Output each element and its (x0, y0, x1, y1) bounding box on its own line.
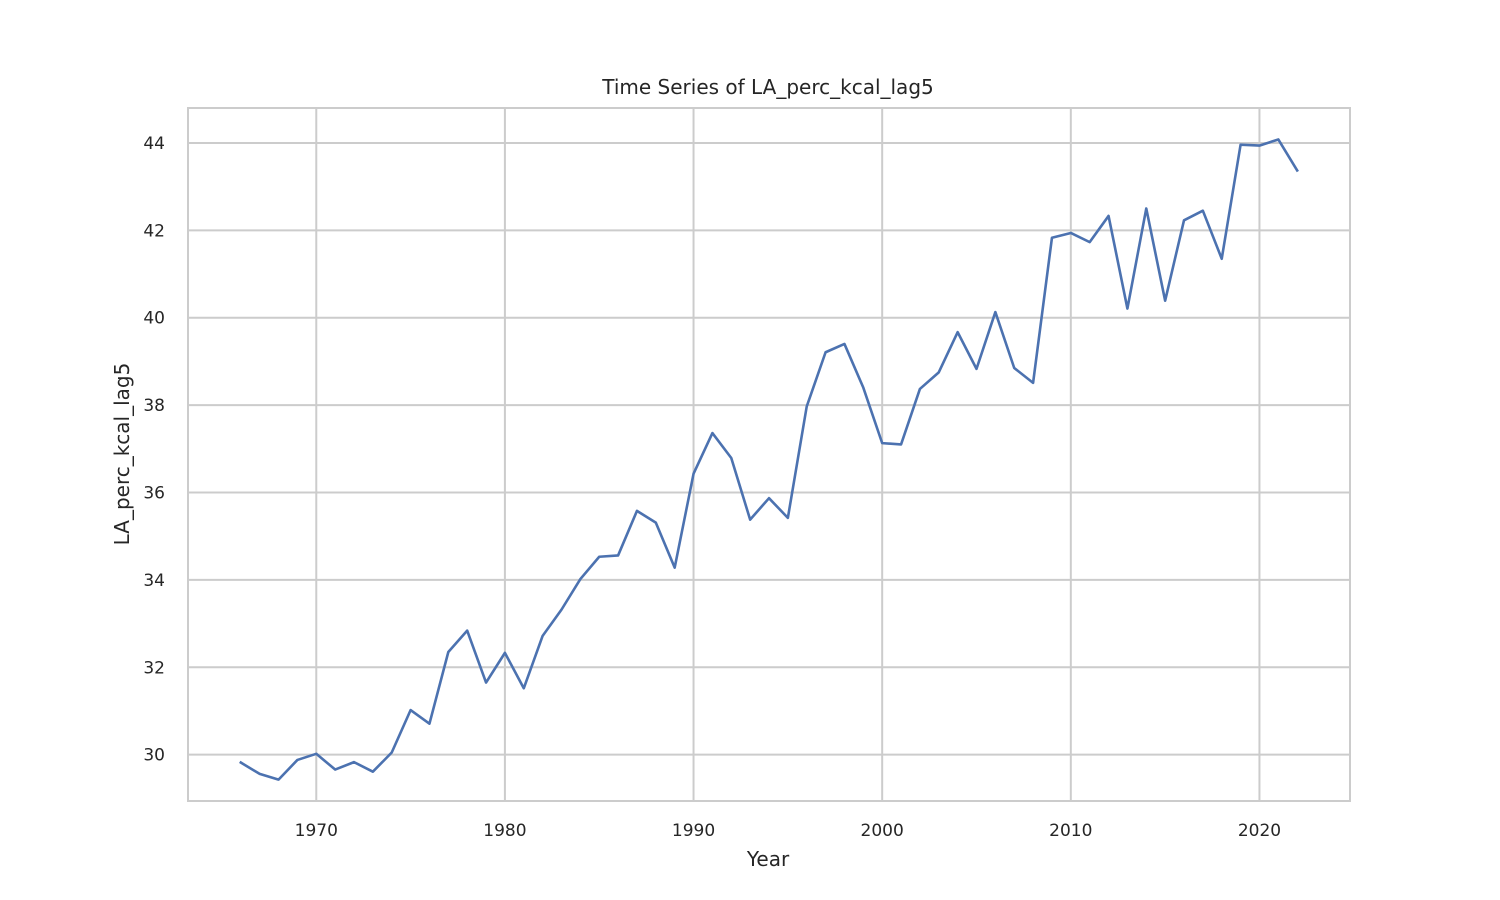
x-tick-label: 2010 (1049, 821, 1092, 841)
plot-area-frame (187, 107, 1351, 802)
grid-lines (188, 108, 1350, 801)
y-tick-label: 38 (143, 396, 165, 416)
y-tick-label: 40 (143, 309, 165, 329)
y-axis-label: LA_perc_kcal_lag5 (110, 363, 134, 546)
y-tick-label: 34 (143, 571, 165, 591)
x-tick-label: 1970 (295, 821, 338, 841)
series-line (239, 138, 1299, 781)
series-layer (239, 138, 1299, 781)
y-axis-ticks: 30 32 34 36 38 40 42 44 (143, 134, 165, 766)
y-tick-label: 42 (143, 221, 165, 241)
y-tick-label: 44 (143, 134, 165, 154)
chart-title: Time Series of LA_perc_kcal_lag5 (601, 75, 933, 99)
y-tick-label: 32 (143, 658, 165, 678)
x-tick-label: 2020 (1238, 821, 1281, 841)
x-axis-label: Year (746, 847, 790, 871)
x-tick-label: 2000 (861, 821, 904, 841)
x-tick-label: 1990 (672, 821, 715, 841)
y-tick-label: 30 (143, 746, 165, 766)
x-tick-label: 1980 (483, 821, 526, 841)
y-tick-label: 36 (143, 484, 165, 504)
x-axis-ticks: 1970 1980 1990 2000 2010 2020 (295, 821, 1281, 841)
